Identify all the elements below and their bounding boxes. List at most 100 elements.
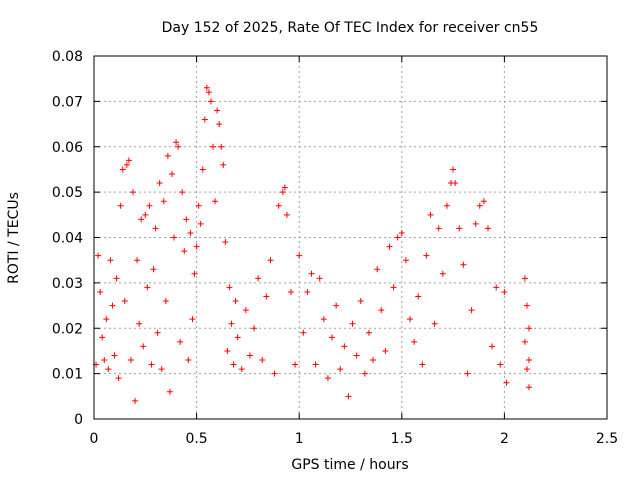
data-point [166, 388, 173, 395]
data-point [125, 157, 132, 164]
data-point [443, 202, 450, 209]
x-tick-label: 1 [295, 431, 304, 447]
data-point [173, 139, 180, 146]
data-point [195, 202, 202, 209]
data-point [105, 366, 112, 373]
data-point [132, 397, 139, 404]
data-point [308, 270, 315, 277]
data-point [216, 121, 223, 128]
data-point [287, 288, 294, 295]
data-point [214, 107, 221, 114]
data-point [218, 143, 225, 150]
data-point [337, 366, 344, 373]
data-point [365, 329, 372, 336]
data-point [175, 143, 182, 150]
data-point [171, 234, 178, 241]
data-point [255, 275, 262, 282]
y-tick-label: 0.04 [52, 231, 83, 247]
data-point [220, 161, 227, 168]
data-point [435, 225, 442, 232]
data-points [93, 84, 533, 404]
data-point [111, 352, 118, 359]
data-point [150, 266, 157, 273]
data-point [97, 288, 104, 295]
y-tick-label: 0.03 [52, 276, 83, 292]
data-point [281, 184, 288, 191]
data-point [107, 257, 114, 264]
y-tick-label: 0.07 [52, 94, 83, 110]
data-point [320, 316, 327, 323]
data-point [179, 189, 186, 196]
data-point [316, 275, 323, 282]
data-point [99, 334, 106, 341]
data-point [113, 275, 120, 282]
data-point [144, 284, 151, 291]
data-point [423, 252, 430, 259]
data-point [275, 202, 282, 209]
data-point [480, 198, 487, 205]
data-point [398, 229, 405, 236]
data-point [121, 298, 128, 305]
data-point [197, 220, 204, 227]
data-point [357, 298, 364, 305]
data-point [279, 189, 286, 196]
data-point [450, 166, 457, 173]
data-point [156, 180, 163, 187]
data-point [374, 266, 381, 273]
data-point [271, 370, 278, 377]
data-point [353, 352, 360, 359]
data-point [134, 257, 141, 264]
data-point [103, 316, 110, 323]
data-point [226, 284, 233, 291]
data-point [148, 361, 155, 368]
data-point [181, 248, 188, 255]
data-point [238, 366, 245, 373]
data-point [493, 284, 500, 291]
data-point [407, 316, 414, 323]
data-point [304, 288, 311, 295]
data-point [129, 189, 136, 196]
data-point [109, 302, 116, 309]
data-point [345, 393, 352, 400]
data-point [503, 379, 510, 386]
data-point [427, 211, 434, 218]
data-point [292, 361, 299, 368]
data-point [158, 366, 165, 373]
data-point [419, 361, 426, 368]
data-point [117, 202, 124, 209]
data-point [189, 316, 196, 323]
data-point [140, 343, 147, 350]
data-point [199, 166, 206, 173]
y-tick-label: 0.01 [52, 367, 83, 383]
x-tick-label: 1.5 [391, 431, 413, 447]
data-point [476, 202, 483, 209]
data-point [230, 361, 237, 368]
grid-lines [94, 56, 607, 419]
data-point [460, 261, 467, 268]
data-point [95, 252, 102, 259]
data-point [242, 307, 249, 314]
y-tick-label: 0.02 [52, 321, 83, 337]
data-point [232, 298, 239, 305]
data-point [526, 325, 533, 332]
data-point [402, 257, 409, 264]
data-point [222, 239, 229, 246]
data-point [523, 302, 530, 309]
y-tick-label: 0 [74, 412, 83, 428]
data-point [456, 225, 463, 232]
data-point [191, 270, 198, 277]
data-point [523, 366, 530, 373]
y-axis-label: ROTI / TECUs [6, 192, 22, 284]
data-point [123, 161, 130, 168]
x-tick-label: 2 [500, 431, 509, 447]
data-point [283, 211, 290, 218]
data-point [119, 166, 126, 173]
data-point [177, 338, 184, 345]
data-point [501, 288, 508, 295]
y-tick-label: 0.06 [52, 140, 83, 156]
data-point [526, 357, 533, 364]
data-point [329, 334, 336, 341]
data-point [312, 361, 319, 368]
x-tick-label: 0 [90, 431, 99, 447]
data-point [259, 357, 266, 364]
